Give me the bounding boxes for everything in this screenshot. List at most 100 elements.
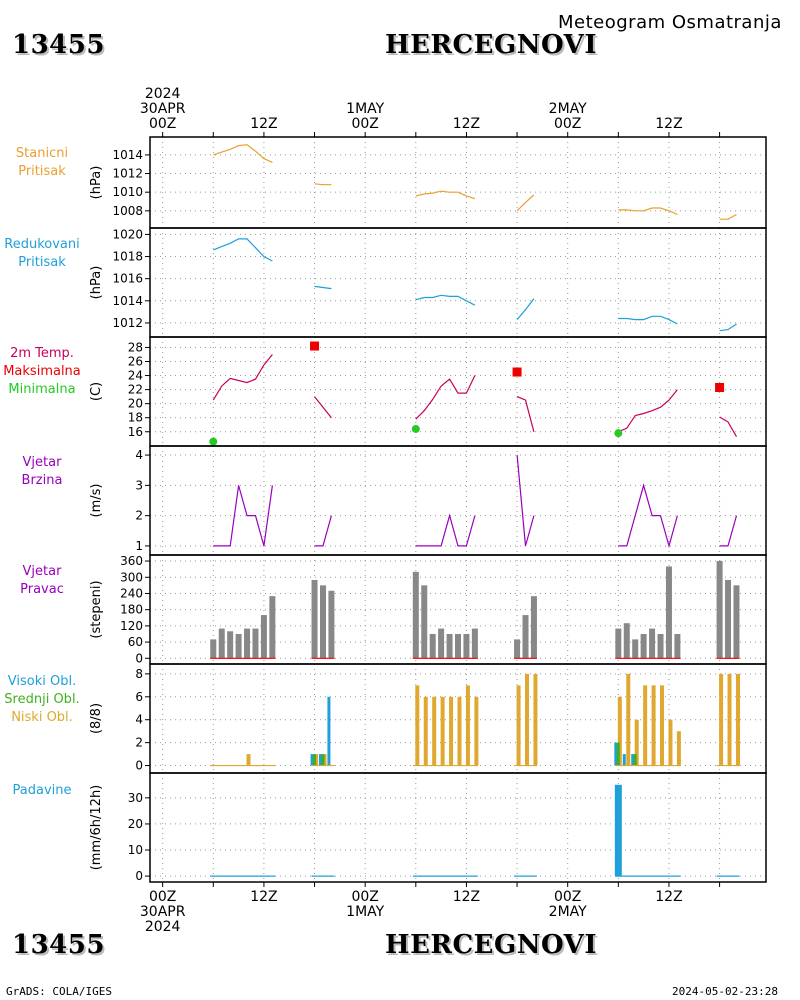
series-line: [618, 315, 678, 325]
cloud-bar: [321, 754, 325, 766]
wind-dir-bar: [328, 590, 335, 659]
cloud-bar: [631, 754, 635, 766]
y-tick-label: 1020: [112, 227, 143, 241]
cloud-bar: [449, 696, 454, 766]
time-label-bottom: 12Z: [655, 889, 682, 905]
y-tick-label: 4: [135, 713, 143, 727]
time-label-bottom: 00Z: [554, 889, 581, 905]
time-label-top: 2MAY: [549, 101, 587, 117]
wind-dir-bar: [455, 633, 461, 659]
wind-dir-bar: [446, 633, 453, 659]
cloud-bar: [668, 719, 673, 766]
panel-5: 0 60 120 180 240 300 360 (stepeni) Vjetar Pravac: [20, 554, 766, 665]
wind-dir-bar: [623, 623, 630, 659]
panel-label: 2m Temp.: [10, 346, 74, 361]
y-tick-label: 24: [128, 369, 143, 383]
y-tick-label: 1008: [112, 204, 143, 218]
time-label-bottom: 30APR: [140, 904, 186, 920]
wind-dir-bar: [632, 639, 639, 659]
y-axis-label: (8/8): [89, 703, 104, 734]
panel-label: Maksimalna: [3, 364, 81, 379]
series-line: [314, 285, 332, 290]
panel-2: 1012 1014 1016 1018 1020 (hPa) Redukovani Priti…: [4, 227, 766, 337]
wind-dir-bar: [412, 571, 419, 659]
y-axis-label: (stepeni): [89, 580, 104, 638]
series-line: [314, 396, 332, 419]
panel-label: Padavine: [13, 783, 72, 798]
wind-dir-bar: [429, 633, 436, 659]
y-tick-label: 20: [128, 817, 143, 831]
series-line: [618, 389, 678, 433]
y-tick-label: 1014: [112, 294, 143, 308]
cloud-bar: [616, 742, 620, 766]
wind-dir-bar: [438, 628, 445, 659]
wind-dir-bar: [640, 633, 647, 659]
time-label-top: 00Z: [554, 116, 581, 132]
cloud-bar: [318, 754, 322, 766]
wind-dir-bar: [471, 628, 478, 659]
wind-dir-bar: [530, 596, 537, 659]
panel-7: 0 10 20 30 (mm/6h/12h) Padavine: [13, 773, 766, 883]
precip-bar: [614, 784, 622, 877]
cloud-bar: [719, 673, 724, 766]
series-line: [415, 513, 476, 547]
cloud-bar: [622, 754, 626, 766]
panel-label: Redukovani: [4, 237, 79, 252]
y-tick-label: 60: [128, 635, 143, 649]
y-tick-label: 20: [128, 397, 143, 411]
panel-label: Brzina: [22, 473, 63, 488]
series-line: [213, 238, 273, 262]
cloud-bar: [660, 685, 665, 766]
y-tick-label: 10: [128, 843, 143, 857]
cloud-bar: [246, 754, 251, 766]
cloud-bar: [633, 754, 637, 766]
y-tick-label: 18: [128, 411, 143, 425]
time-label-bottom: 00Z: [351, 889, 378, 905]
wind-dir-bar: [716, 561, 723, 659]
series-line: [314, 183, 332, 186]
time-label-bottom: 2MAY: [549, 904, 587, 920]
series-line: [618, 207, 678, 216]
cloud-bar: [617, 696, 622, 766]
tmax-marker: [512, 367, 522, 377]
cloud-bar: [626, 673, 631, 766]
time-label-top: 2024: [145, 86, 181, 102]
panel-label: Pritisak: [18, 255, 66, 270]
cloud-bar: [327, 696, 331, 766]
wind-dir-bar: [244, 628, 251, 659]
panel-frame: [149, 227, 767, 338]
panel-label: Visoki Obl.: [8, 674, 76, 689]
cloud-bar: [651, 685, 656, 766]
panel-label: Pritisak: [18, 164, 66, 179]
station-name-top: HERCEGNOVI: [385, 30, 597, 60]
y-tick-label: 300: [120, 570, 143, 584]
series-line: [213, 485, 273, 547]
wind-dir-bar: [615, 628, 622, 659]
wind-dir-bar: [269, 596, 276, 659]
series-line: [516, 455, 535, 547]
series-line: [415, 190, 476, 200]
wind-dir-bar: [674, 633, 681, 659]
panel-label: Stanicni: [16, 146, 68, 161]
cloud-bar: [643, 685, 648, 766]
time-label-bottom: 12Z: [453, 889, 480, 905]
cloud-bar: [614, 742, 618, 766]
cloud-bar: [474, 696, 479, 766]
wind-dir-bar: [252, 628, 259, 659]
wind-dir-bar: [218, 628, 225, 659]
cloud-bar: [676, 731, 681, 766]
y-tick-label: 120: [120, 619, 143, 633]
panel-1: 1008 1010 1012 1014 (hPa) Stanicni Pritisak: [16, 137, 766, 228]
y-tick-label: 0: [135, 869, 143, 883]
wind-dir-bar: [733, 585, 740, 659]
series-line: [213, 144, 273, 163]
cloud-bar: [516, 685, 521, 766]
series-line: [719, 515, 738, 547]
cloud-bar: [432, 696, 437, 766]
panel-frame: [149, 772, 767, 883]
y-tick-label: 180: [120, 603, 143, 617]
panel-frame: [149, 336, 767, 447]
y-tick-label: 4: [135, 448, 143, 462]
tmin-marker: [614, 429, 623, 438]
